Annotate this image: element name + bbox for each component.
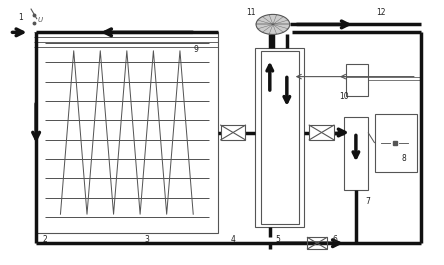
Text: U: U xyxy=(37,17,43,23)
Text: 5: 5 xyxy=(275,235,280,244)
Bar xyxy=(307,237,327,249)
Text: 6: 6 xyxy=(333,235,337,244)
Text: 11: 11 xyxy=(246,8,255,17)
Bar xyxy=(309,125,334,140)
Bar xyxy=(36,32,218,233)
Text: 3: 3 xyxy=(144,235,149,244)
Text: 9: 9 xyxy=(193,45,198,54)
Bar xyxy=(346,64,368,96)
Text: 7: 7 xyxy=(365,197,370,206)
Text: 8: 8 xyxy=(401,154,406,163)
Text: 12: 12 xyxy=(377,8,386,17)
Text: 4: 4 xyxy=(230,235,235,244)
Circle shape xyxy=(256,14,290,34)
Bar xyxy=(375,114,417,172)
Text: 1: 1 xyxy=(18,13,23,22)
Bar xyxy=(344,117,368,191)
Bar xyxy=(255,48,304,227)
Text: 10: 10 xyxy=(339,92,349,101)
Text: 2: 2 xyxy=(43,235,48,244)
Bar xyxy=(221,125,246,140)
Bar xyxy=(261,51,298,224)
